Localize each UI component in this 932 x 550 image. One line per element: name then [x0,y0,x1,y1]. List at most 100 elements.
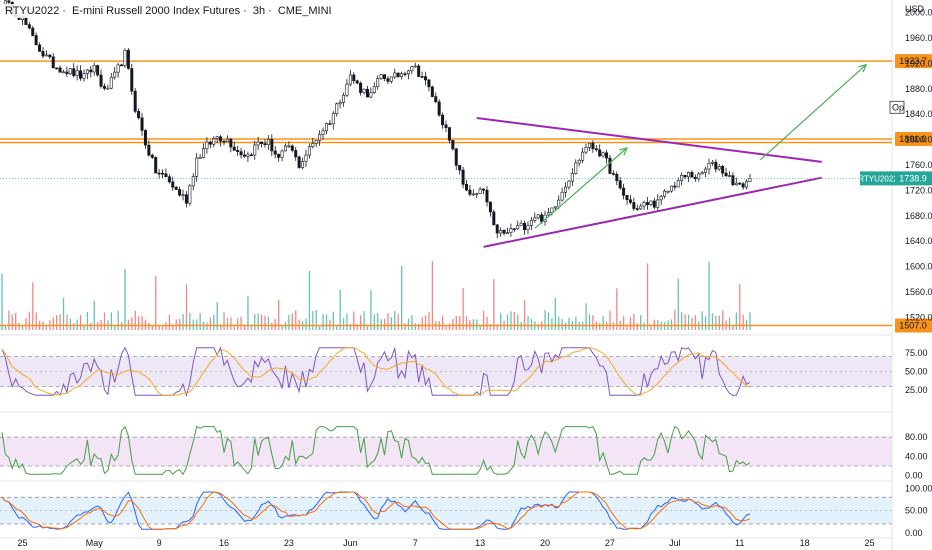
header-symbol[interactable]: RTYU2022 [5,5,60,17]
candle-body [137,111,141,119]
candle-body [478,188,482,194]
candle-body [464,184,468,191]
price-tick: 1640.0 [905,236,932,246]
volume-bar [216,302,218,330]
candle-body [748,178,752,182]
candle-body [31,27,35,36]
candle-body [314,140,318,144]
candle-body [741,183,745,188]
candle-body [656,199,660,208]
price-tick: 1560.0 [905,287,932,297]
volume-bar [168,314,171,330]
time-label: May [86,538,104,548]
candle-body [307,146,311,156]
price-tick: 2000.0 [905,8,932,18]
indicator-tick: 25.00 [905,385,928,395]
candle-body [417,65,421,77]
volume-bar [11,314,13,330]
candle-body [697,173,701,180]
candle-body [321,130,325,135]
header-interval[interactable]: 3h [252,5,266,17]
trendline-upper [476,117,822,163]
volume-bar [278,299,280,330]
candle-body [567,180,571,188]
candle-body [724,172,728,177]
volume-bar [93,300,95,330]
volume-bar [513,311,516,330]
volume-bar [124,269,126,330]
volume-bar [288,314,290,330]
candle-body [499,230,503,234]
partial-label: Op [892,102,904,112]
candle-body [41,51,45,57]
candle-body [82,73,86,79]
volume-bar [677,278,679,330]
candle-body [546,212,550,216]
level-label-1: 1801.0 [899,134,927,144]
volume-bar [230,317,232,330]
time-label: 23 [284,538,294,548]
candle-body [164,173,168,178]
volume-bar [493,279,495,330]
candle-body [38,44,42,52]
volume-bar [148,322,150,330]
volume-bar [486,316,488,330]
volume-bar [701,311,703,330]
indicator-tick: 50.00 [905,367,928,377]
candle-body [714,161,718,170]
volume-bar [264,316,266,330]
candle-body [191,176,195,187]
candle-body [420,76,424,78]
candle-body [304,154,308,162]
candle-body [468,189,472,195]
level-label-2: 1507.0 [899,321,927,331]
volume-bar [749,312,751,330]
candle-body [639,205,643,210]
candle-body [89,69,93,73]
candle-body [236,150,240,152]
candle-body [280,150,284,158]
candle-body [632,202,636,209]
candle-body [287,145,291,148]
candle-body [642,202,646,207]
volume-bar [694,315,697,330]
candle-body [745,181,749,188]
time-label: 16 [219,538,229,548]
candle-body [444,124,448,128]
indicator-rsi: 75.00 50.00 25.00 [0,346,928,398]
arrow-breakout-projection [759,64,867,161]
volume-bar [336,325,338,330]
volume-bar [370,290,372,330]
candle-body [219,136,223,142]
indicator-oscillator: 80.00 40.00 0.00 [0,425,928,481]
candle-body [410,66,414,72]
candle-body [311,143,315,147]
candle-body [686,172,690,178]
candle-body [143,130,147,146]
volume-bar [308,270,311,330]
level-label-0: 1923.7 [899,56,927,66]
candle-body [92,65,96,73]
candle-body [205,141,209,150]
volume-bar [76,319,78,330]
volume-bar [496,325,498,330]
volume-bar [407,318,410,330]
volume-bar [325,314,328,330]
volume-bar [506,314,509,330]
volume-bar [349,323,352,330]
candle-body [215,136,219,139]
candle-body [434,96,438,103]
candle-body [406,70,410,75]
price-tick: 1960.0 [905,33,932,43]
candle-body [376,78,380,88]
volume-bar [243,325,246,330]
candle-body [710,161,714,164]
candle-body [328,123,332,125]
price-tick: 1520.0 [905,312,932,322]
volume-bar [732,324,734,330]
volume-bar [223,312,225,330]
candle-body [615,173,619,182]
volume-bar [575,316,577,330]
candle-body [584,147,588,153]
